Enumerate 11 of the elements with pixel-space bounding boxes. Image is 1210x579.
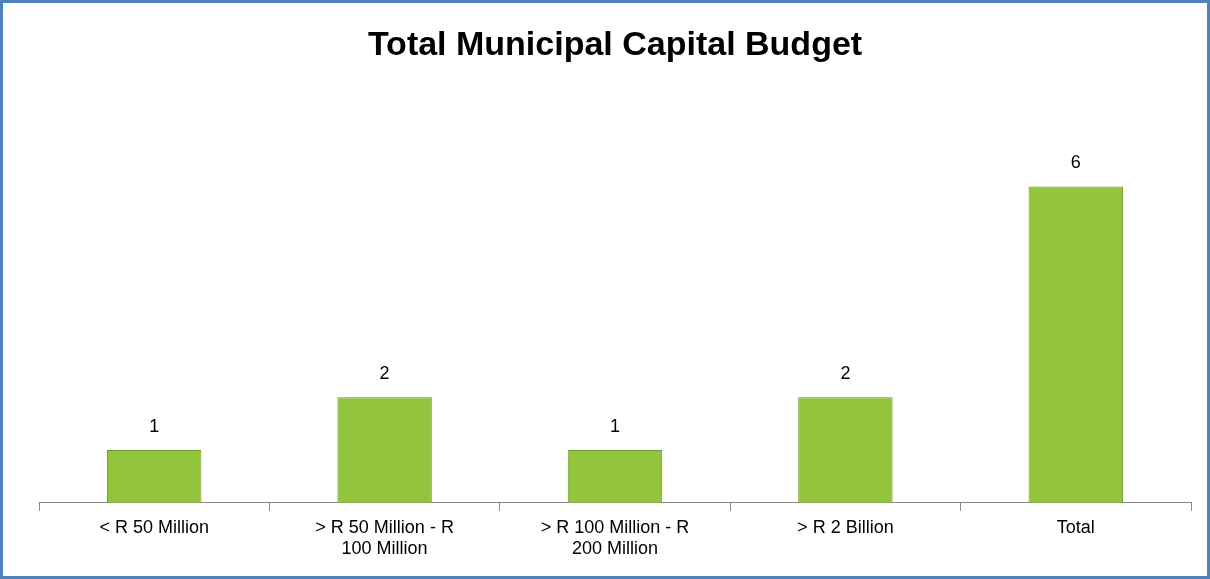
x-tick-label: Total <box>1056 516 1095 537</box>
x-tick-label: < R 50 Million <box>99 516 209 537</box>
data-label: 1 <box>609 416 621 437</box>
data-label: 2 <box>379 363 390 384</box>
x-tick-label: > R 2 Billion <box>797 516 894 537</box>
data-label: 6 <box>1070 152 1081 173</box>
data-label: 2 <box>840 363 851 384</box>
x-tick-label: > R 100 Million - R 200 Million <box>540 516 690 559</box>
chart-title: Total Municipal Capital Budget <box>367 23 863 62</box>
data-label: 1 <box>149 416 160 437</box>
x-tick-label: > R 50 Million - R 100 Million <box>315 516 454 559</box>
